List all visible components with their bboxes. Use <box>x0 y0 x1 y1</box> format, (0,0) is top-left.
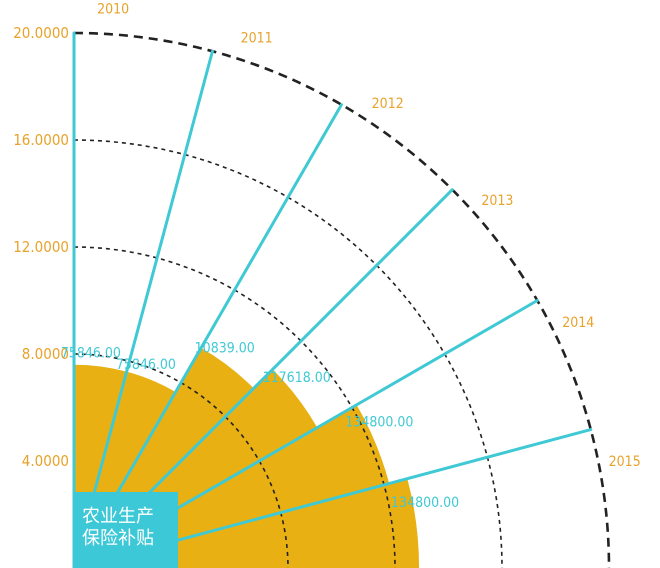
value-label-2013: 117618.00 <box>263 370 331 386</box>
year-label-2014: 2014 <box>562 315 594 331</box>
ray-2012 <box>72 103 343 568</box>
chart-title-box: 农业生产 保险补贴 <box>74 492 178 568</box>
radial-tick-label: 8.0000 <box>22 345 69 363</box>
label-group: 4.0000 8.0000 12.0000 16.0000 20.0000 2010 758… <box>13 1 641 511</box>
chart-title-line-1: 农业生产 <box>82 506 154 527</box>
value-label-2015: 134800.00 <box>391 495 459 511</box>
value-label-2010: 75846.00 <box>61 345 121 361</box>
radial-tick-label: 4.0000 <box>22 452 69 470</box>
radial-tick-label: 12.0000 <box>13 238 69 256</box>
year-label-2012: 2012 <box>372 96 404 112</box>
ring-12.0000 <box>73 246 396 568</box>
year-label-2010: 2010 <box>97 1 129 17</box>
ray-2011 <box>72 49 214 568</box>
year-label-2011: 2011 <box>241 31 273 47</box>
year-label-2015: 2015 <box>609 454 641 470</box>
year-label-2013: 2013 <box>481 193 513 209</box>
radial-tick-label: 20.0000 <box>13 24 69 42</box>
value-label-2014: 134800.00 <box>345 414 413 430</box>
radial-tick-label: 16.0000 <box>13 131 69 149</box>
value-label-2012: 10839.00 <box>195 341 255 357</box>
chart-title-line-2: 保险补贴 <box>82 528 154 549</box>
value-label-2011: 75846.00 <box>116 357 176 373</box>
